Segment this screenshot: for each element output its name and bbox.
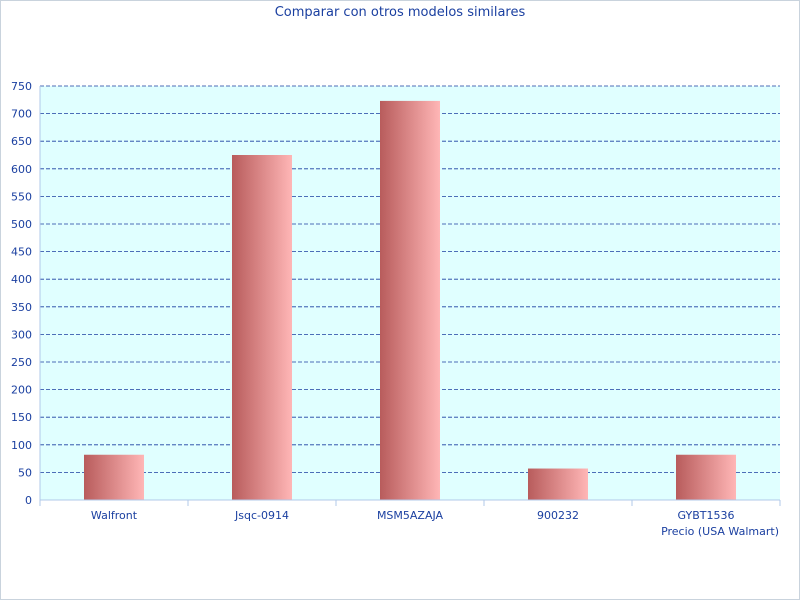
y-tick-label: 450 [11,246,32,259]
y-tick-label: 350 [11,301,32,314]
y-tick-label: 650 [11,135,32,148]
y-tick-label: 500 [11,218,32,231]
x-category-label: Walfront [91,509,138,522]
bar-900232 [528,468,588,500]
y-axis-ticks: 0 50 100 150 200 250 300 350 400 450 500 550 600 650 7… [11,80,32,507]
x-axis-label: Precio (USA Walmart) [661,525,779,538]
y-tick-label: 550 [11,190,32,203]
y-tick-label: 200 [11,384,32,397]
y-tick-label: 600 [11,163,32,176]
y-tick-label: 100 [11,439,32,452]
x-category-label: MSM5AZAJA [377,509,444,522]
x-category-label: Jsqc-0914 [234,509,289,522]
y-tick-label: 0 [25,494,32,507]
bar-gybt1536 [676,454,736,500]
bar-walfront [84,454,144,500]
y-tick-label: 50 [18,466,32,479]
y-tick-label: 250 [11,356,32,369]
chart-title: Comparar con otros modelos similares [274,5,526,20]
axes [39,86,781,506]
y-tick-label: 150 [11,411,32,424]
x-category-label: 900232 [537,509,579,522]
bar-msm5azaja [380,100,440,501]
y-tick-label: 700 [11,108,32,121]
y-tick-label: 750 [11,80,32,93]
y-tick-label: 300 [11,328,32,341]
bar-jsqc-0914 [232,155,292,500]
x-category-label: GYBT1536 [678,509,735,522]
y-tick-label: 400 [11,273,32,286]
x-axis-categories: Walfront Jsqc-0914 MSM5AZAJA 900232 GYBT1536 [91,509,735,522]
bars [84,100,736,501]
